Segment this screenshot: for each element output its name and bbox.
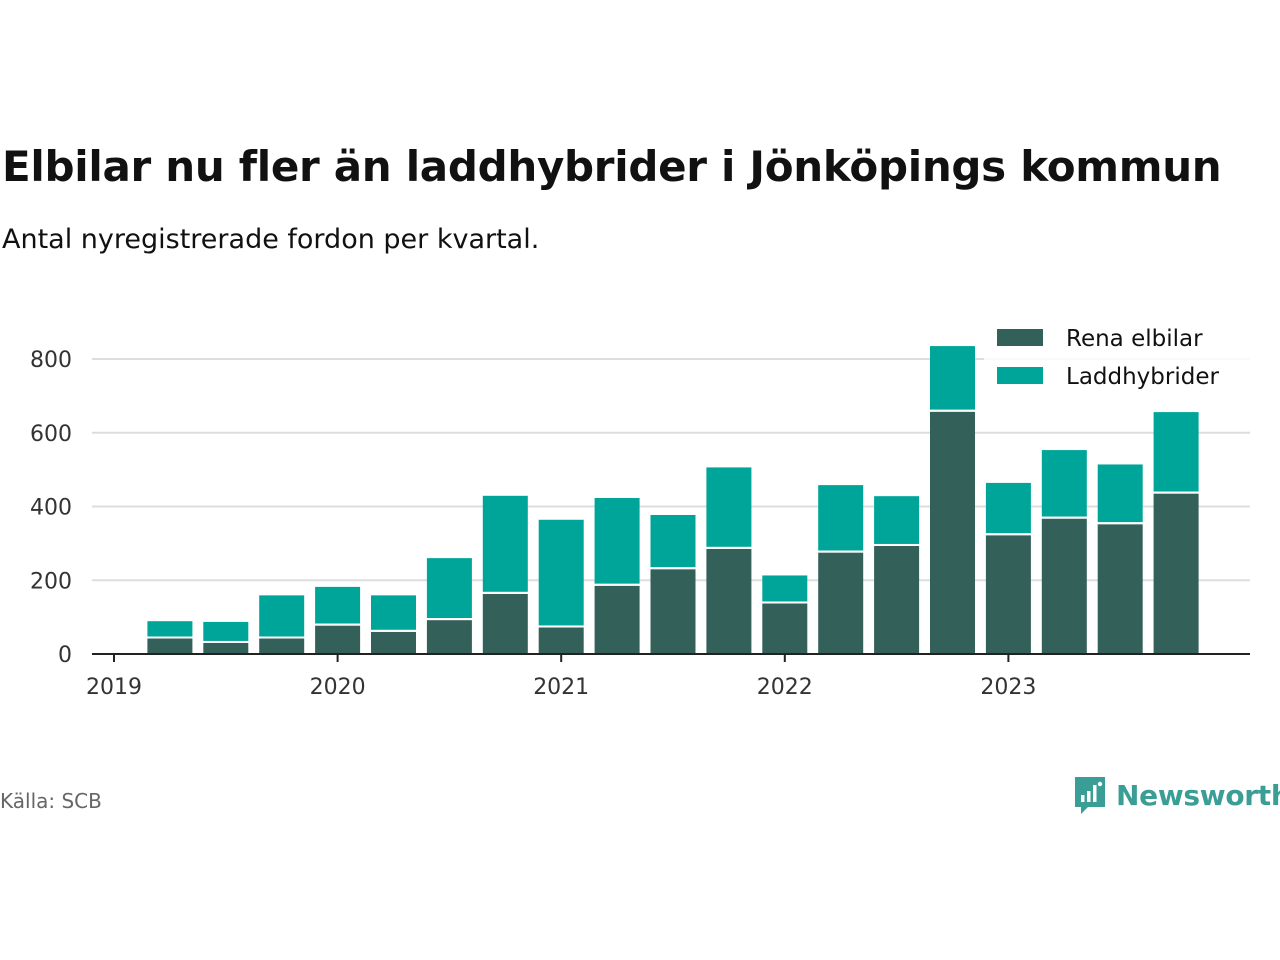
legend-label-laddhybrider: Laddhybrider <box>1066 364 1219 390</box>
bar-laddhybrider <box>315 586 361 624</box>
bar-rena-elbilar <box>259 638 305 654</box>
stacked-bar-chart: 0 200 400 600 800 2019 2020 2021 2022 2023 Rena el… <box>30 322 1250 700</box>
bar-laddhybrider <box>147 621 193 637</box>
bar-laddhybrider <box>594 498 640 584</box>
brand-name: Newsworthy <box>1116 778 1280 812</box>
bar-laddhybrider <box>426 558 472 619</box>
x-tick-label: 2020 <box>310 675 366 700</box>
y-tick-label: 200 <box>30 569 72 594</box>
y-tick-label: 600 <box>30 422 72 447</box>
bar-laddhybrider <box>762 575 808 602</box>
bar-rena-elbilar <box>650 569 696 654</box>
x-tick-label: 2023 <box>980 675 1036 700</box>
bar-laddhybrider <box>874 496 920 544</box>
bar-laddhybrider <box>371 595 416 630</box>
bar-rena-elbilar <box>426 620 472 654</box>
bar-laddhybrider <box>482 495 528 592</box>
y-tick-label: 400 <box>30 496 72 521</box>
bar-rena-elbilar <box>147 638 193 654</box>
bar-laddhybrider <box>706 467 752 547</box>
bar-rena-elbilar <box>706 548 752 654</box>
bar-laddhybrider <box>930 346 975 410</box>
bar-rena-elbilar <box>1153 493 1199 654</box>
chart-subtitle: Antal nyregistrerade fordon per kvartal. <box>2 224 540 255</box>
bar-rena-elbilar <box>203 642 249 654</box>
bar-rena-elbilar <box>315 625 361 654</box>
chart-title: Elbilar nu fler än laddhybrider i Jönköp… <box>2 142 1222 191</box>
y-tick-label: 0 <box>58 643 72 668</box>
bar-rena-elbilar <box>762 603 808 654</box>
x-tick-label: 2021 <box>533 675 589 700</box>
bar-laddhybrider <box>818 485 864 551</box>
bar-laddhybrider <box>259 595 305 637</box>
bar-laddhybrider <box>985 482 1031 534</box>
x-tick-label: 2019 <box>86 675 142 700</box>
bar-rena-elbilar <box>930 411 975 654</box>
x-tick-label: 2022 <box>757 675 813 700</box>
y-tick-label: 800 <box>30 348 72 373</box>
bar-rena-elbilar <box>818 552 864 654</box>
bar-laddhybrider <box>203 621 249 641</box>
source-note: Källa: SCB <box>0 789 102 813</box>
bar-rena-elbilar <box>1041 518 1087 654</box>
bar-rena-elbilar <box>985 535 1031 654</box>
bar-rena-elbilar <box>874 545 920 654</box>
bar-laddhybrider <box>1041 450 1087 517</box>
bar-laddhybrider <box>1153 412 1199 492</box>
bar-laddhybrider <box>538 519 584 626</box>
legend-swatch-rena-elbilar <box>997 329 1043 346</box>
legend-swatch-laddhybrider <box>997 367 1043 384</box>
bar-rena-elbilar <box>1097 524 1143 654</box>
bar-rena-elbilar <box>482 593 528 654</box>
bar-laddhybrider <box>650 514 696 568</box>
bar-rena-elbilar <box>594 585 640 654</box>
brand-logo: Newsworthy <box>1072 774 1280 816</box>
newsworthy-logo-icon <box>1075 777 1105 814</box>
bar-rena-elbilar <box>371 631 416 654</box>
bar-rena-elbilar <box>538 627 584 654</box>
legend-label-rena-elbilar: Rena elbilar <box>1066 326 1203 352</box>
bar-laddhybrider <box>1097 464 1143 523</box>
